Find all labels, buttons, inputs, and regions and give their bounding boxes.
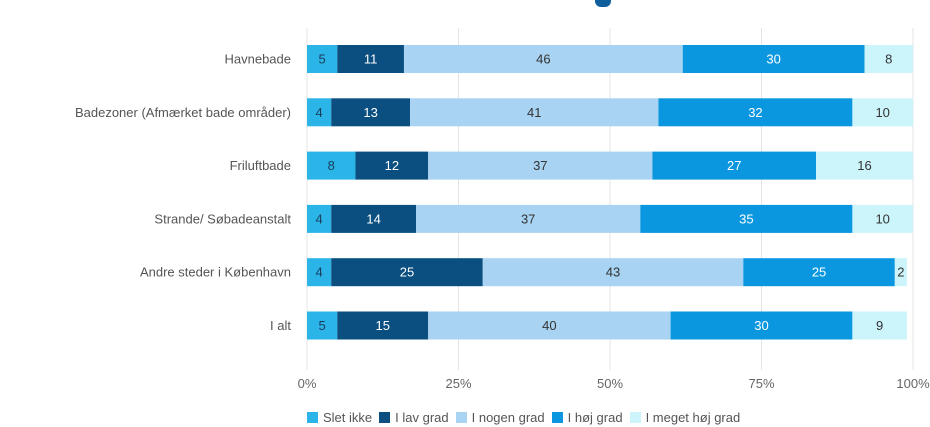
bar-segment — [307, 258, 332, 287]
data-label: 35 — [739, 211, 753, 226]
category-label: Havnebade — [225, 52, 292, 67]
data-label: 30 — [766, 52, 780, 67]
data-label: 10 — [875, 105, 889, 120]
category-label: Andre steder i København — [140, 265, 291, 280]
data-label: 5 — [319, 318, 326, 333]
legend-item: I nogen grad — [455, 409, 545, 425]
legend-swatch — [307, 411, 318, 423]
data-label: 5 — [319, 52, 326, 67]
x-tick-label: 75% — [748, 376, 774, 391]
data-label: 4 — [316, 265, 323, 280]
bar-segment — [864, 45, 913, 73]
data-label: 11 — [364, 52, 378, 67]
bar-segment — [307, 204, 332, 233]
data-label: 15 — [376, 318, 390, 333]
bar-segment — [307, 311, 338, 340]
legend-swatch — [379, 411, 391, 423]
x-tick-label: 25% — [445, 376, 471, 391]
legend-label: I nogen grad — [471, 409, 545, 425]
bar-segment — [331, 204, 417, 233]
legend-label: I høj grad — [567, 409, 623, 425]
bar-segment — [852, 98, 913, 127]
data-label: 4 — [316, 105, 323, 120]
bar-segment — [852, 204, 913, 233]
bar-segment — [428, 151, 653, 180]
data-label: 30 — [754, 318, 768, 333]
legend-swatch — [455, 411, 467, 423]
data-label: 25 — [812, 265, 826, 280]
x-tick-label: 100% — [896, 376, 930, 391]
bar-segment — [307, 45, 338, 73]
bar-segment — [337, 45, 404, 73]
bar-segment — [331, 258, 483, 287]
data-label: 16 — [857, 158, 871, 173]
bar-segment — [307, 151, 356, 180]
legend-label: I lav grad — [395, 409, 449, 425]
x-tick-label: 50% — [597, 376, 623, 391]
data-label: 4 — [316, 211, 323, 226]
data-label: 8 — [885, 52, 892, 67]
legend-item: I lav grad — [379, 409, 449, 425]
data-label: 14 — [366, 211, 380, 226]
data-label: 40 — [542, 318, 556, 333]
bar-segment — [894, 258, 907, 287]
bar-segment — [682, 45, 865, 73]
bar-segment — [652, 151, 817, 180]
category-label: Badezoner (Afmærket bade områder) — [75, 105, 291, 120]
bar-segment — [743, 258, 895, 287]
bar-segment — [307, 98, 332, 127]
bar-segment — [428, 311, 671, 340]
chart-legend: Slet ikke I lav grad I nogen grad I høj gra… — [307, 408, 747, 426]
data-label: 12 — [385, 158, 399, 173]
data-label: 8 — [328, 158, 335, 173]
stacked-bar-chart: 0% 25% 50% 75% 100% Havnebade 5 11 46 30 8 Badezone… — [75, 28, 930, 391]
data-label: 25 — [400, 265, 414, 280]
data-label: 2 — [897, 265, 904, 280]
bar-segment — [670, 311, 853, 340]
data-label: 43 — [606, 265, 620, 280]
data-label: 46 — [536, 52, 550, 67]
bar-segment — [416, 204, 641, 233]
data-label: 37 — [533, 158, 547, 173]
data-label: 32 — [748, 105, 762, 120]
bar-segment — [331, 98, 411, 127]
bar-segment — [852, 311, 907, 340]
data-label: 9 — [876, 318, 883, 333]
bar-segment — [403, 45, 683, 73]
legend-swatch — [551, 411, 563, 423]
category-label: Friluftbade — [230, 158, 291, 173]
bar-segment — [337, 311, 429, 340]
data-label: 41 — [527, 105, 541, 120]
data-label: 10 — [875, 211, 889, 226]
legend-item: Slet ikke — [307, 410, 372, 425]
bar-segment — [640, 204, 853, 233]
category-label: I alt — [270, 318, 291, 333]
legend-swatch — [629, 411, 641, 423]
top-decoration-mark — [595, 0, 611, 7]
bar-segment — [410, 98, 659, 127]
category-label: Strande/ Søbadeanstalt — [154, 211, 291, 226]
bar-segment — [658, 98, 853, 127]
legend-item: I høj grad — [551, 409, 623, 425]
legend-item: I meget høj grad — [629, 409, 741, 425]
bar-segment — [816, 151, 913, 180]
legend-label: Slet ikke — [323, 409, 373, 425]
bar-segment — [482, 258, 744, 287]
data-label: 27 — [727, 158, 741, 173]
bar-segment — [355, 151, 429, 180]
data-label: 13 — [363, 105, 377, 120]
x-tick-label: 0% — [298, 376, 317, 391]
legend-label: I meget høj grad — [645, 409, 741, 425]
data-label: 37 — [521, 211, 535, 226]
